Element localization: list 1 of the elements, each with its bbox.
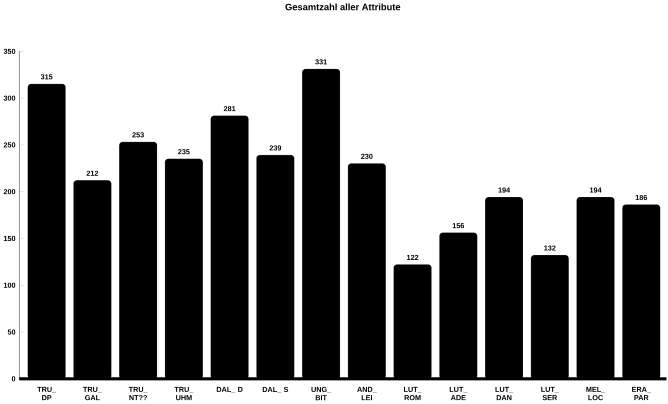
chart-title: Gesamtzahl aller Attribute: [285, 4, 400, 10]
